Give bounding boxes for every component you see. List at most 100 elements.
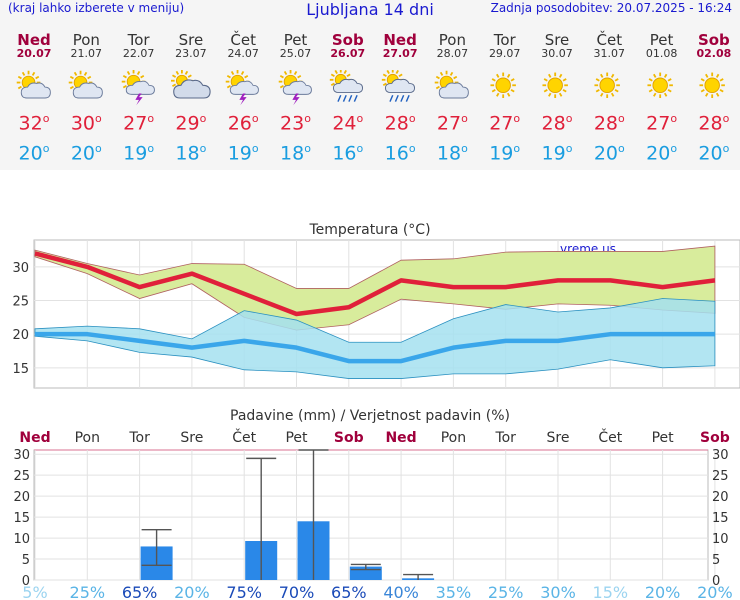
precip-probability: 25% (488, 583, 524, 600)
y-tick-label-right: 20 (712, 490, 729, 505)
plot-area (33, 449, 709, 581)
day-name: Tor (493, 31, 516, 49)
day-name: Čet (596, 31, 623, 49)
y-tick-label-right: 25 (712, 469, 729, 484)
day-label: Pon (441, 430, 466, 446)
temp-max: 26o (227, 112, 259, 135)
temp-max: 28o (384, 112, 416, 135)
day-label: Ned (19, 430, 50, 446)
day-label: Pet (652, 430, 675, 446)
day-name: Pet (283, 31, 308, 49)
temp-min: 20o (18, 142, 50, 165)
temp-min: 20o (698, 142, 730, 165)
day-column: Pon 21.07 (60, 32, 112, 60)
precip-probability: 65% (122, 583, 158, 600)
temp-max: 28o (541, 112, 573, 135)
min-band (34, 298, 716, 379)
sunny-icon (642, 70, 682, 106)
day-column: Sre 30.07 (531, 32, 583, 60)
sunny-icon (589, 70, 629, 106)
location-hint: (kraj lahko izberete v meniju) (8, 1, 185, 15)
precip-probability: 70% (279, 583, 315, 600)
y-tick-label: 25 (12, 295, 29, 310)
y-tick-label: 15 (13, 511, 30, 526)
day-name: Pet (649, 31, 674, 49)
day-date: 31.07 (593, 47, 626, 60)
y-tick-label: 10 (13, 532, 30, 547)
precip-probability: 75% (226, 583, 262, 600)
temp-min: 16o (384, 142, 416, 165)
day-name: Sre (178, 31, 204, 49)
temp-max: 32o (18, 112, 50, 135)
thunderstorm-sun-icon (119, 69, 159, 106)
y-tick-label-right: 5 (712, 553, 720, 568)
precip-probability: 65% (331, 583, 367, 600)
day-date: 24.07 (227, 47, 259, 60)
temp-max: 28o (698, 112, 730, 135)
day-date: 01.08 (645, 47, 678, 60)
day-column: Sob 26.07 (322, 32, 374, 60)
y-tick-label: 30 (13, 448, 30, 463)
day-column: Ned 20.07 (8, 32, 60, 60)
day-name: Ned (383, 31, 417, 49)
day-label: Čet (232, 428, 256, 446)
day-name: Sob (331, 31, 364, 49)
day-column: Čet 24.07 (217, 32, 269, 60)
temp-min: 19o (489, 142, 521, 165)
y-tick-label-right: 0 (712, 574, 720, 589)
rain-shower-icon (380, 68, 420, 106)
day-label: Sob (334, 430, 364, 446)
chart-title: Temperatura (°C) (308, 222, 430, 238)
temp-min: 20o (646, 142, 678, 165)
temp-min: 20o (70, 142, 102, 165)
sunny-icon (694, 70, 734, 106)
day-label: Sre (180, 430, 203, 446)
day-column: Pet 01.08 (636, 32, 688, 60)
precip-probability: 5% (22, 583, 47, 600)
page-title: Ljubljana 14 dni (306, 0, 434, 19)
y-tick-label-right: 15 (712, 511, 729, 526)
temp-min: 19o (541, 142, 573, 165)
rain-shower-icon (328, 68, 368, 106)
temp-min: 16o (332, 142, 364, 165)
temp-min: 18o (280, 142, 311, 165)
temp-min: 19o (227, 142, 259, 165)
day-date: 29.07 (488, 47, 521, 60)
day-column: Tor 22.07 (113, 32, 165, 60)
chart-title: Padavine (mm) / Verjetnost padavin (%) (230, 408, 510, 424)
precip-probability: 20% (697, 583, 733, 600)
day-column: Sob 02.08 (688, 32, 740, 60)
day-date: 27.07 (382, 47, 418, 60)
temp-max: 27o (646, 112, 678, 135)
precip-probability: 20% (174, 583, 210, 600)
y-tick-label: 5 (22, 553, 30, 568)
day-label: Pon (75, 430, 100, 446)
temp-max: 27o (436, 112, 468, 135)
day-column: Čet 31.07 (583, 32, 635, 60)
day-name: Sob (697, 31, 730, 49)
sunny-icon (485, 70, 525, 106)
day-label: Tor (494, 430, 516, 446)
day-date: 26.07 (330, 47, 366, 60)
day-label: Ned (385, 430, 416, 446)
day-label: Pet (285, 430, 308, 446)
day-column: Ned 27.07 (374, 32, 426, 60)
day-name: Pon (72, 31, 100, 49)
y-tick-label: 20 (12, 328, 29, 343)
day-name: Čet (230, 31, 256, 49)
partly-cloudy-icon (14, 70, 54, 106)
day-label: Čet (598, 428, 622, 446)
day-label: Sob (700, 430, 730, 446)
temp-max: 27o (489, 112, 521, 135)
day-date: 23.07 (175, 47, 207, 60)
day-column: Tor 29.07 (479, 32, 531, 60)
min-temp-line (35, 331, 715, 364)
day-name: Pon (438, 31, 466, 49)
day-column: Pon 28.07 (426, 32, 478, 60)
temp-min: 19o (123, 142, 155, 165)
day-name: Ned (17, 31, 51, 49)
thunderstorm-sun-icon (276, 69, 316, 106)
day-column: Pet 25.07 (270, 32, 322, 60)
y-tick-label: 25 (13, 469, 30, 484)
